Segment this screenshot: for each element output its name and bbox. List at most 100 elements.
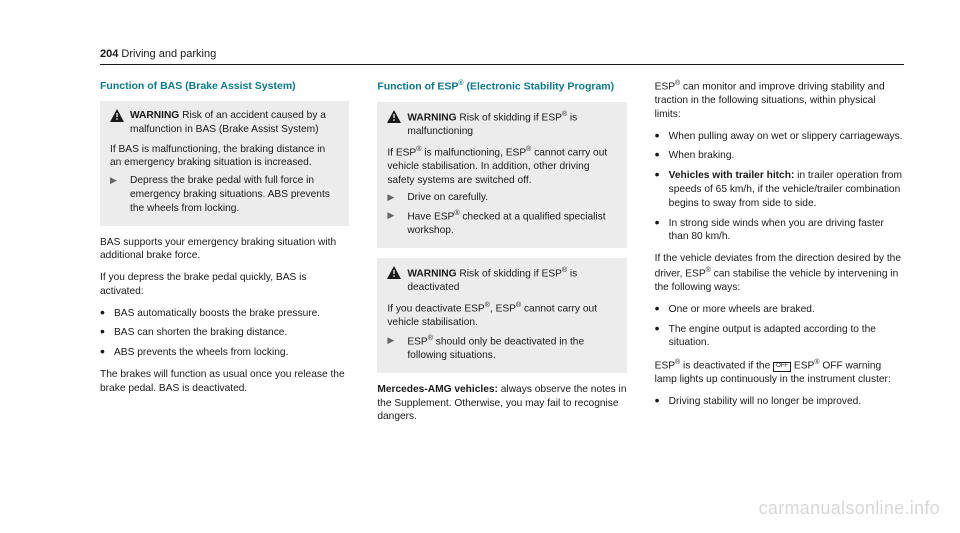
list-item: • When braking. [655,149,904,163]
warning-header: WARNING Risk of an accident caused by a … [110,109,339,137]
bullet-text: One or more wheels are braked. [669,303,815,317]
warning-header: WARNING Risk of skidding if ESP® is malf… [387,110,616,139]
column-2: Function of ESP® (Electronic Stability P… [377,79,626,432]
bullet-text: Driving stability will no longer be impr… [669,395,862,409]
bullet-text: BAS can shorten the braking distance. [114,326,287,340]
t: should only be deactivated in the follow… [407,336,584,361]
column-3: ESP® can monitor and improve driving sta… [655,79,904,432]
warning-text: WARNING Risk of skidding if ESP® is malf… [407,110,616,139]
warning-triangle-icon [110,109,124,137]
t: If you deactivate ESP [387,303,484,314]
column-1: Function of BAS (Brake Assist System) WA… [100,79,349,432]
arrow-icon: ▶ [387,334,401,363]
warning-body: If ESP® is malfunctioning, ESP® cannot c… [387,145,616,188]
bold-text: Vehicles with trailer hitch: [669,170,795,181]
list-item: • BAS automatically boosts the brake pres… [100,307,349,321]
bullet-list: •One or more wheels are braked. •The eng… [655,303,904,350]
list-item: •The engine output is adapted according … [655,323,904,351]
bullet-icon: • [655,395,663,409]
t: ESP [655,360,675,371]
warning-box-esp-2: WARNING Risk of skidding if ESP® is deac… [377,258,626,373]
warning-step-text: Drive on carefully. [407,191,488,205]
bullet-text: ABS prevents the wheels from locking. [114,346,288,360]
section-title-esp: Function of ESP® (Electronic Stability P… [377,79,626,94]
list-item: •In strong side winds when you are drivi… [655,217,904,245]
t: is malfunctioning, ESP [421,147,526,158]
list-item: • One or more wheels are braked. [655,303,904,317]
t: Have ESP [407,211,454,222]
arrow-icon: ▶ [387,191,401,205]
bullet-text: When braking. [669,149,735,163]
page-number: 204 [100,48,118,60]
bullet-icon: • [655,130,663,144]
bullet-list: • When pulling away on wet or slippery ca… [655,130,904,244]
t: , ESP [490,303,516,314]
warning-step: ▶ Drive on carefully. [387,191,616,205]
bullet-text: Vehicles with trailer hitch: in trailer … [669,169,904,210]
header-section: Driving and parking [121,48,216,60]
warning-header: WARNING Risk of skidding if ESP® is deac… [387,266,616,295]
warning-step-text: Depress the brake pedal with full force … [130,174,339,215]
t: ESP [407,336,427,347]
list-item: • ABS prevents the wheels from locking. [100,346,349,360]
warning-body: If BAS is malfunctioning, the braking di… [110,143,339,171]
warning-label: WARNING [407,112,456,123]
bullet-text: In strong side winds when you are drivin… [669,217,904,245]
para: If you depress the brake pedal quickly, … [100,271,349,299]
t: can monitor and improve driving stabilit… [655,81,885,120]
bullet-icon: • [100,346,108,360]
arrow-icon: ▶ [387,209,401,238]
warning-body: If you deactivate ESP®, ESP® cannot carr… [387,301,616,330]
page-header: 204 Driving and parking [100,48,904,65]
bullet-icon: • [655,217,663,245]
warning-triangle-icon [387,266,401,295]
para: ESP® is deactivated if the OFF ESP® OFF … [655,358,904,387]
t: ESP [655,81,675,92]
warning-step: ▶ Depress the brake pedal with full forc… [110,174,339,215]
arrow-icon: ▶ [110,174,124,215]
section-title-bas: Function of BAS (Brake Assist System) [100,79,349,93]
list-item: • BAS can shorten the braking distance. [100,326,349,340]
warning-box-bas: WARNING Risk of an accident caused by a … [100,101,349,225]
manual-page: 204 Driving and parking Function of BAS … [0,0,960,533]
warning-label: WARNING [407,268,456,279]
warning-step: ▶ Have ESP® checked at a qualified speci… [387,209,616,238]
para: Mercedes-AMG vehicles: always observe th… [377,383,626,424]
title-a: Function of ESP [377,81,458,93]
t: is deactivated if the [680,360,773,371]
bullet-text: When pulling away on wet or slippery car… [669,130,903,144]
warning-label: WARNING [130,110,179,121]
warning-text: WARNING Risk of an accident caused by a … [130,109,339,137]
esp-off-icon: OFF [773,362,791,371]
title-b: (Electronic Stability Program) [464,81,615,93]
para: BAS supports your emergency braking situ… [100,236,349,264]
bold-text: Mercedes-AMG vehicles: [377,384,498,395]
bullet-list: • Driving stability will no longer be imp… [655,395,904,409]
warning-text: WARNING Risk of skidding if ESP® is deac… [407,266,616,295]
bullet-text: BAS automatically boosts the brake press… [114,307,320,321]
warning-step-text: ESP® should only be deactivated in the f… [407,334,616,363]
list-item: • Driving stability will no longer be imp… [655,395,904,409]
warning-box-esp-1: WARNING Risk of skidding if ESP® is malf… [377,102,626,248]
list-item: •Vehicles with trailer hitch: in trailer… [655,169,904,210]
warning-title-a: Risk of skidding if ESP [459,268,561,279]
bullet-icon: • [655,169,663,210]
bullet-text: The engine output is adapted according t… [669,323,904,351]
bullet-icon: • [655,149,663,163]
bullet-icon: • [655,323,663,351]
warning-title-a: Risk of skidding if ESP [459,112,561,123]
columns: Function of BAS (Brake Assist System) WA… [100,79,904,432]
warning-triangle-icon [387,110,401,139]
bullet-icon: • [100,326,108,340]
warning-step-text: Have ESP® checked at a qualified special… [407,209,616,238]
bullet-list: • BAS automatically boosts the brake pres… [100,307,349,360]
t: ESP [791,360,814,371]
para: ESP® can monitor and improve driving sta… [655,79,904,122]
para: If the vehicle deviates from the directi… [655,252,904,295]
bullet-icon: • [655,303,663,317]
t: If ESP [387,147,416,158]
list-item: • When pulling away on wet or slippery ca… [655,130,904,144]
bullet-icon: • [100,307,108,321]
watermark: carmanualsonline.info [759,498,940,519]
para: The brakes will function as usual once y… [100,368,349,396]
